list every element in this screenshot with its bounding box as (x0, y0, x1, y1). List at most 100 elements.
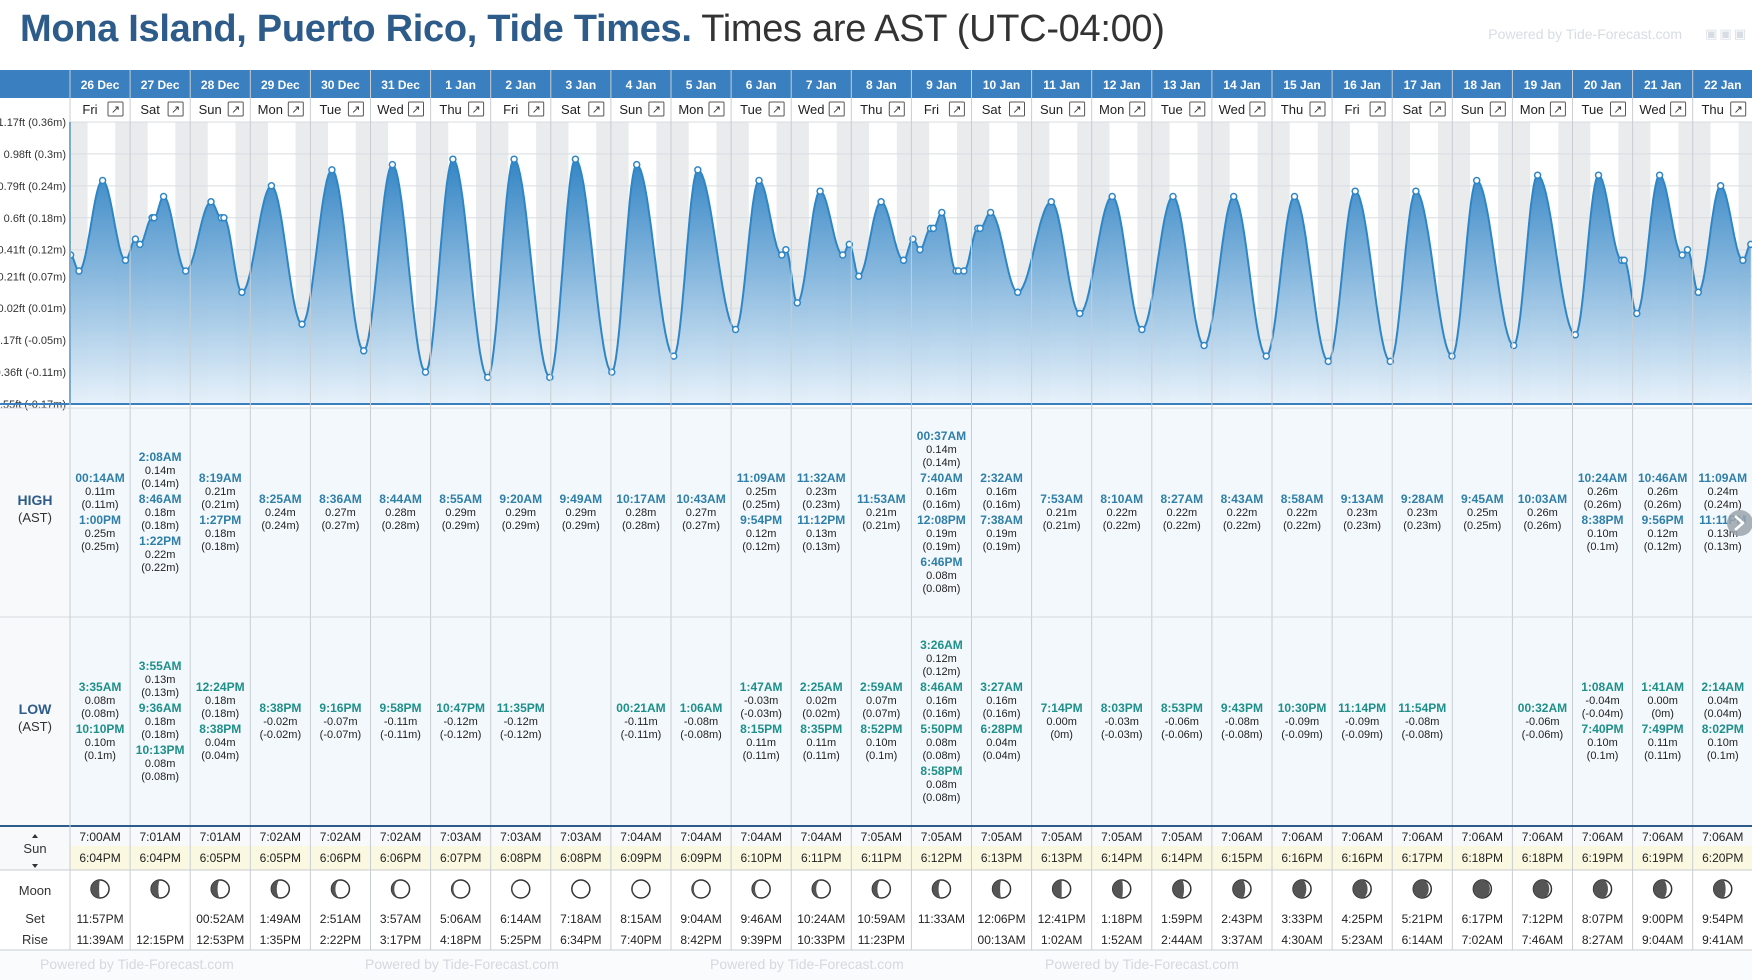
high-tide-point[interactable] (1594, 171, 1603, 179)
low-tide-point[interactable] (1138, 325, 1146, 334)
low-tide-point[interactable] (136, 240, 144, 249)
expand-icon[interactable]: ↗ (351, 104, 360, 116)
expand-day-button[interactable] (107, 101, 124, 117)
high-tide-point[interactable] (98, 176, 107, 185)
expand-day-button[interactable] (1249, 101, 1266, 117)
expand-icon[interactable]: ↗ (532, 104, 541, 116)
expand-icon[interactable]: ↗ (712, 104, 721, 116)
low-tide-point[interactable] (793, 299, 802, 307)
expand-day-button[interactable] (1069, 101, 1086, 117)
expand-day-button[interactable] (888, 101, 905, 117)
expand-icon[interactable]: ↗ (1613, 104, 1622, 116)
high-tide-point[interactable] (1533, 171, 1542, 179)
high-tide-point[interactable] (909, 235, 917, 243)
high-tide-point[interactable] (632, 160, 641, 169)
expand-day-button[interactable] (1189, 101, 1206, 117)
expand-day-button[interactable] (468, 101, 485, 117)
expand-icon[interactable]: ↗ (1313, 104, 1322, 116)
high-tide-point[interactable] (1716, 182, 1725, 190)
expand-icon[interactable]: ↗ (832, 104, 841, 116)
expand-icon[interactable]: ↗ (171, 104, 180, 116)
high-tide-point[interactable] (1655, 171, 1664, 179)
high-tide-point[interactable] (782, 245, 790, 254)
expand-day-button[interactable] (1129, 101, 1146, 117)
high-tide-point[interactable] (1108, 192, 1116, 201)
scroll-right-button[interactable] (1727, 510, 1752, 536)
expand-day-button[interactable] (828, 101, 845, 117)
expand-day-button[interactable] (1549, 101, 1566, 117)
expand-icon[interactable]: ↗ (1673, 104, 1682, 116)
low-tide-point[interactable] (238, 288, 246, 297)
expand-icon[interactable]: ↗ (592, 104, 601, 116)
low-tide-point[interactable] (1571, 331, 1580, 339)
expand-icon[interactable]: ↗ (1553, 104, 1562, 116)
expand-day-button[interactable] (347, 101, 364, 117)
high-tide-point[interactable] (1683, 245, 1692, 254)
expand-icon[interactable]: ↗ (1193, 104, 1202, 116)
low-tide-point[interactable] (546, 373, 554, 382)
low-tide-point[interactable] (855, 272, 863, 281)
low-tide-point[interactable] (1324, 357, 1333, 366)
low-tide-point[interactable] (1013, 288, 1022, 297)
high-tide-point[interactable] (1412, 187, 1420, 195)
high-tide-point[interactable] (1620, 256, 1628, 265)
expand-icon[interactable]: ↗ (1253, 104, 1262, 116)
low-tide-point[interactable] (421, 368, 430, 376)
expand-icon[interactable]: ↗ (1072, 104, 1081, 116)
low-tide-point[interactable] (608, 368, 616, 376)
high-tide-point[interactable] (1290, 192, 1299, 201)
expand-day-button[interactable] (528, 101, 545, 117)
high-tide-point[interactable] (694, 166, 702, 174)
low-tide-point[interactable] (1678, 251, 1686, 259)
low-tide-point[interactable] (1633, 309, 1641, 318)
expand-day-button[interactable] (768, 101, 785, 117)
expand-day-button[interactable] (1670, 101, 1687, 117)
expand-day-button[interactable] (1369, 101, 1386, 117)
expand-icon[interactable]: ↗ (1734, 104, 1743, 116)
expand-day-button[interactable] (648, 101, 665, 117)
low-tide-point[interactable] (75, 267, 83, 275)
high-tide-point[interactable] (1351, 187, 1359, 195)
high-tide-point[interactable] (1047, 198, 1056, 206)
low-tide-point[interactable] (1262, 352, 1271, 360)
expand-icon[interactable]: ↗ (291, 104, 300, 116)
expand-icon[interactable]: ↗ (772, 104, 781, 116)
expand-day-button[interactable] (227, 101, 244, 117)
low-tide-point[interactable] (483, 373, 492, 382)
low-tide-point[interactable] (778, 251, 786, 259)
expand-icon[interactable]: ↗ (892, 104, 901, 116)
expand-day-button[interactable] (408, 101, 424, 117)
high-tide-point[interactable] (328, 166, 336, 174)
expand-icon[interactable]: ↗ (1012, 104, 1021, 116)
low-tide-point[interactable] (121, 256, 130, 265)
expand-icon[interactable]: ↗ (411, 104, 420, 116)
low-tide-point[interactable] (359, 347, 368, 355)
low-tide-point[interactable] (181, 267, 190, 275)
high-tide-point[interactable] (267, 182, 276, 190)
expand-icon[interactable]: ↗ (1433, 104, 1442, 116)
expand-icon[interactable]: ↗ (952, 104, 961, 116)
expand-day-button[interactable] (588, 101, 605, 117)
high-tide-point[interactable] (986, 208, 995, 217)
expand-day-button[interactable] (287, 101, 304, 117)
expand-day-button[interactable] (167, 101, 184, 117)
expand-day-button[interactable] (1009, 101, 1025, 117)
powered-by-top[interactable]: Powered by Tide-Forecast.com (1488, 26, 1682, 42)
expand-icon[interactable]: ↗ (231, 104, 240, 116)
high-tide-point[interactable] (755, 176, 763, 185)
low-tide-point[interactable] (960, 267, 968, 275)
expand-day-button[interactable] (708, 101, 725, 117)
high-tide-point[interactable] (1747, 240, 1752, 249)
expand-icon[interactable]: ↗ (1493, 104, 1502, 116)
expand-icon[interactable]: ↗ (1133, 104, 1142, 116)
low-tide-point[interactable] (838, 251, 847, 259)
powered-by-footer[interactable]: Powered by Tide-Forecast.com (1045, 956, 1239, 972)
expand-icon[interactable]: ↗ (471, 104, 480, 116)
expand-day-button[interactable] (1429, 101, 1446, 117)
low-tide-point[interactable] (150, 214, 158, 222)
low-tide-point[interactable] (899, 256, 908, 265)
expand-day-button[interactable] (1309, 101, 1326, 117)
low-tide-point[interactable] (1200, 341, 1208, 350)
expand-icon[interactable]: ↗ (652, 104, 661, 116)
low-tide-point[interactable] (976, 224, 984, 233)
